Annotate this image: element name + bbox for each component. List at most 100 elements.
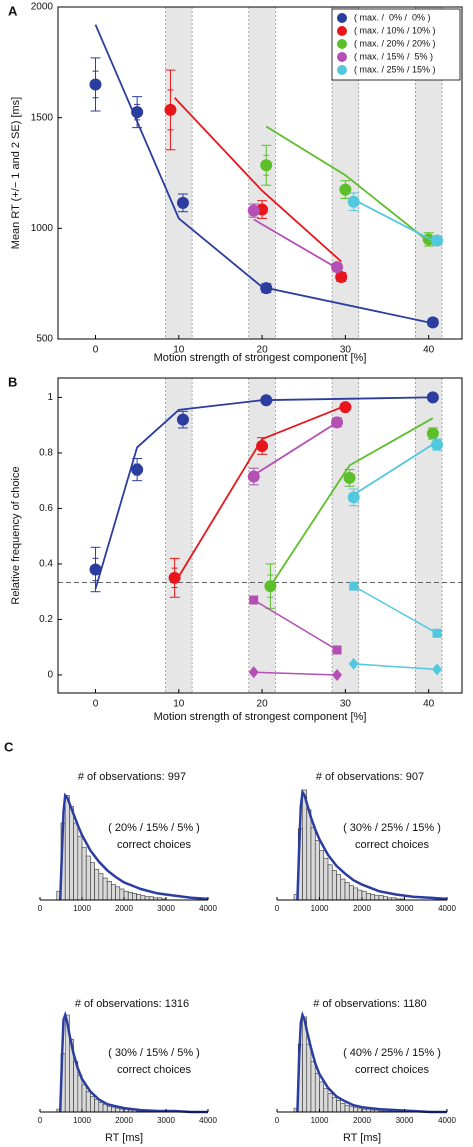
x-tick-label: 4000 <box>199 904 217 913</box>
model-line <box>173 97 342 263</box>
data-point <box>260 159 273 172</box>
histogram-bar <box>374 895 380 901</box>
histogram-bar <box>302 789 308 901</box>
annotation: ( 30% / 15% / 5% ) <box>108 1047 200 1059</box>
data-point <box>339 183 352 196</box>
histogram-bar <box>64 795 70 901</box>
x-tick-label: 0 <box>38 1116 43 1125</box>
histogram-bar <box>98 1102 104 1113</box>
data-point <box>347 195 360 208</box>
y-tick-label: 0 <box>47 670 53 681</box>
x-tick-label: 30 <box>340 699 352 710</box>
density-curve <box>58 792 209 901</box>
x-tick-label: 20 <box>257 345 269 356</box>
histogram-bar <box>81 846 87 901</box>
panel-label: A <box>8 3 18 18</box>
histogram-bar <box>353 1106 359 1113</box>
diamond-point <box>432 663 443 676</box>
data-point <box>131 463 144 476</box>
histogram-bar <box>344 1104 350 1113</box>
x-tick-label: 2000 <box>353 1116 371 1125</box>
data-point <box>256 439 269 452</box>
x-tick-label: 40 <box>423 699 435 710</box>
legend-marker <box>337 13 347 23</box>
data-point <box>89 563 102 576</box>
y-tick-label: 0.8 <box>39 448 53 459</box>
data-point <box>335 271 348 284</box>
histogram-bar <box>94 1099 100 1113</box>
histogram-bar <box>140 895 146 901</box>
x-tick-label: 10 <box>173 345 185 356</box>
x-tick-label: 2000 <box>353 904 371 913</box>
x-tick-label: 2000 <box>115 904 133 913</box>
x-tick-label: 0 <box>93 345 99 356</box>
histogram-bar <box>102 1103 108 1113</box>
data-point <box>426 391 439 404</box>
model-line <box>353 663 438 671</box>
data-point <box>176 196 189 209</box>
histogram-bar <box>357 889 363 901</box>
axes-frame <box>57 377 463 694</box>
histogram-bar <box>323 857 329 901</box>
density-curve <box>296 788 448 901</box>
data-point <box>164 103 177 116</box>
histogram-bar <box>314 840 320 901</box>
x-axis-label: RT [ms] <box>343 1132 381 1144</box>
panel-label: C <box>4 739 14 754</box>
x-tick-label: 4000 <box>438 904 456 913</box>
x-tick-label: 3000 <box>396 904 414 913</box>
histogram-bar <box>378 895 384 901</box>
histogram-bar <box>357 1107 363 1113</box>
x-tick-label: 0 <box>275 1116 280 1125</box>
square-point <box>349 581 359 591</box>
histogram-bar <box>331 869 337 901</box>
data-point <box>426 316 439 329</box>
legend-marker <box>337 65 347 75</box>
square-point <box>332 645 342 655</box>
histogram-bar <box>306 1043 312 1113</box>
axes-frame <box>57 6 463 340</box>
annotation: correct choices <box>117 1064 191 1076</box>
x-tick-label: 1000 <box>311 1116 329 1125</box>
data-point <box>431 234 444 247</box>
legend-label: ( max. / 10% / 10% ) <box>354 25 436 35</box>
annotation: ( 20% / 15% / 5% ) <box>108 822 200 834</box>
x-tick-label: 3000 <box>396 1116 414 1125</box>
histogram-bar <box>336 1100 342 1113</box>
histogram-bar <box>90 862 95 901</box>
data-point <box>339 401 352 414</box>
y-tick-label: 1000 <box>31 223 54 234</box>
histogram-bar <box>69 806 74 901</box>
x-tick-label: 4000 <box>438 1116 456 1125</box>
legend-label: ( max. / 15% / 5% ) <box>354 51 433 61</box>
model-line <box>253 421 338 476</box>
model-line <box>94 396 429 590</box>
data-point <box>347 491 360 504</box>
histogram-bar <box>73 822 79 901</box>
data-point <box>264 580 277 593</box>
histogram-bar <box>119 888 125 901</box>
data-point <box>247 470 260 483</box>
histogram-bar <box>94 868 100 901</box>
y-axis-label: Relative frequency of choice <box>10 466 22 604</box>
x-tick-label: 2000 <box>115 1116 133 1125</box>
histogram-bar <box>331 1097 337 1113</box>
legend-label: ( max. / 0% / 0% ) <box>354 12 431 22</box>
histogram-bar <box>319 1081 325 1113</box>
x-tick-label: 40 <box>423 345 435 356</box>
x-tick-label: 1000 <box>73 1116 91 1125</box>
histogram-bar <box>98 873 104 901</box>
x-tick-label: 20 <box>257 699 269 710</box>
density-curve <box>58 1010 208 1114</box>
y-tick-label: 0.6 <box>39 503 53 514</box>
histogram-title: # of observations: 907 <box>316 771 424 783</box>
square-point <box>432 628 442 638</box>
histogram-bar <box>310 827 316 901</box>
histogram-bar <box>327 864 333 901</box>
data-point <box>426 427 439 440</box>
data-point <box>343 471 356 484</box>
data-point <box>331 416 344 429</box>
data-point <box>168 571 181 584</box>
band <box>165 7 193 339</box>
